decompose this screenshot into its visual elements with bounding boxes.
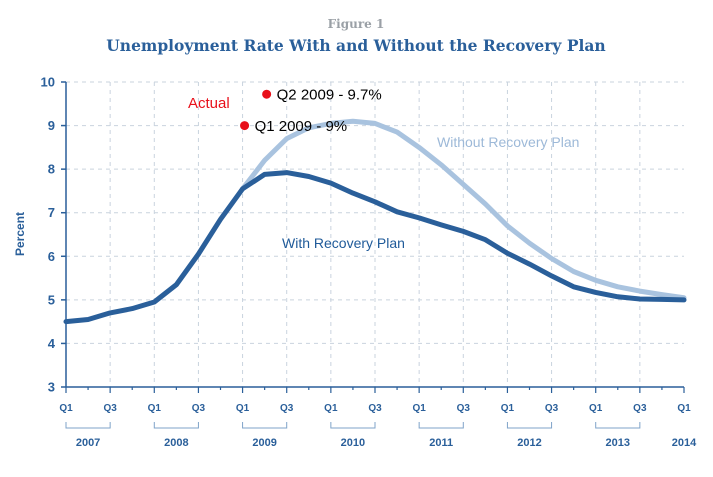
x-quarter-label: Q1 — [412, 403, 426, 414]
y-tick-label: 5 — [48, 292, 55, 307]
actual-point-1 — [240, 121, 250, 131]
figure-label: Figure 1 — [328, 17, 385, 31]
x-quarter-label: Q3 — [545, 403, 559, 414]
year-bracket — [330, 422, 376, 429]
y-tick-label: 8 — [48, 162, 55, 177]
gridlines — [66, 81, 684, 387]
y-tick-label: 6 — [48, 249, 55, 264]
year-bracket — [506, 422, 553, 429]
x-quarter-label: Q3 — [457, 403, 471, 414]
x-quarter-label: Q1 — [236, 403, 250, 414]
x-quarter-label: Q1 — [59, 403, 73, 414]
x-quarter-label: Q1 — [501, 403, 515, 414]
year-bracket — [595, 422, 641, 429]
line-with-recovery-plan — [63, 170, 687, 325]
year-label: 2010 — [341, 437, 365, 449]
x-quarter-label: Q3 — [633, 403, 647, 414]
year-bracket — [418, 422, 464, 429]
y-tick-label: 7 — [48, 205, 55, 220]
year-label: 2013 — [606, 437, 630, 449]
actual-point-label: Q1 2009 - 9% — [255, 118, 348, 135]
line-without-recovery-plan — [240, 118, 687, 301]
year-bracket — [242, 422, 288, 429]
year-label: 2007 — [76, 437, 100, 449]
year-label: 2008 — [164, 437, 188, 449]
actual-point-label: Q2 2009 - 9.7% — [277, 87, 382, 104]
y-tick-label: 3 — [48, 380, 55, 395]
x-quarter-label: Q1 — [148, 403, 162, 414]
label-with-recovery-plan: With Recovery Plan — [282, 235, 405, 251]
chart-title: Unemployment Rate With and Without the R… — [106, 36, 605, 55]
x-quarter-label: Q1 — [589, 403, 603, 414]
y-tick-label: 10 — [41, 75, 55, 90]
annotation-layer: Q1 2009 - 9% Q2 2009 - 9.7% — [240, 87, 382, 135]
actual-point-2 — [262, 89, 272, 99]
x-quarter-label: Q3 — [368, 403, 382, 414]
x-quarter-label: Q1 — [324, 403, 338, 414]
year-bracket — [153, 422, 199, 429]
y-tick-label: 4 — [48, 336, 56, 351]
axes: 3 4 5 6 7 8 9 10 Q1 Q3 Q1 Q3 Q1 Q3 Q1 Q3 Q1 Q3 Q1 Q3 Q1 Q3 Q1 2… — [41, 75, 698, 450]
actual-label: Actual — [188, 95, 230, 112]
x-quarter-label: Q1 — [677, 403, 691, 414]
series-layer — [63, 118, 687, 325]
x-quarter-label: Q3 — [280, 403, 294, 414]
year-label: 2012 — [517, 437, 541, 449]
y-axis-label: Percent — [13, 212, 27, 256]
label-without-recovery-plan: Without Recovery Plan — [437, 134, 579, 150]
year-label: 2009 — [252, 437, 276, 449]
year-bracket — [65, 422, 111, 429]
year-label: 2011 — [429, 437, 453, 449]
y-tick-label: 9 — [48, 118, 55, 133]
x-quarter-label: Q3 — [192, 403, 206, 414]
year-label: 2014 — [672, 437, 697, 449]
x-quarter-label: Q3 — [103, 403, 117, 414]
